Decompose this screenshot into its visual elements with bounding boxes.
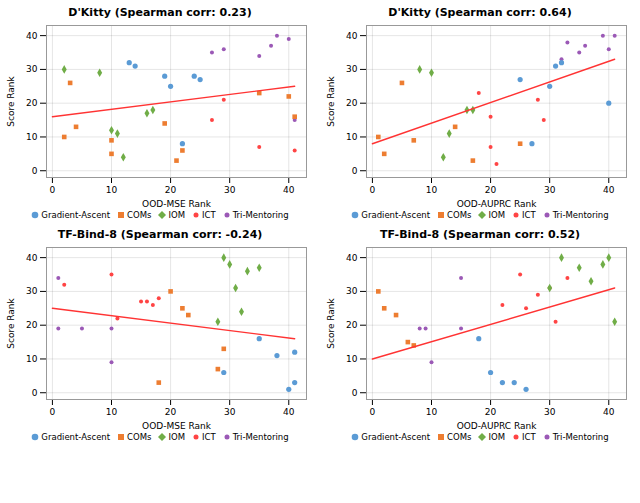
svg-text:10: 10 — [426, 407, 438, 417]
html-text:ICT: ICT — [202, 432, 216, 442]
html-text:ICT: ICT — [202, 210, 216, 220]
html-text:ICT: ICT — [522, 210, 536, 220]
svg-text:40: 40 — [283, 407, 295, 417]
svg-text:20: 20 — [485, 185, 497, 195]
html-text:Gradient-Ascent: Gradient-Ascent — [361, 210, 431, 220]
svg-text:Score Rank: Score Rank — [326, 297, 336, 348]
svg-text:30: 30 — [544, 407, 556, 417]
svg-text:10: 10 — [26, 354, 38, 364]
html-text:IOM: IOM — [488, 210, 505, 220]
svg-text:OOD-AUPRC Rank: OOD-AUPRC Rank — [457, 421, 538, 431]
svg-text:OOD-MSE Rank: OOD-MSE Rank — [142, 421, 212, 431]
svg-text:40: 40 — [26, 253, 38, 263]
svg-text:Score Rank: Score Rank — [6, 297, 16, 348]
svg-text:30: 30 — [346, 286, 358, 296]
html-text:ICT: ICT — [522, 432, 536, 442]
html-text:Tri-Mentoring: Tri-Mentoring — [552, 210, 609, 220]
svg-text:30: 30 — [26, 64, 38, 74]
html-text:Tri-Mentoring: Tri-Mentoring — [552, 432, 609, 442]
svg-text:40: 40 — [346, 253, 358, 263]
svg-text:40: 40 — [603, 185, 615, 195]
svg-text:40: 40 — [283, 185, 295, 195]
svg-text:20: 20 — [26, 320, 38, 330]
svg-text:20: 20 — [346, 320, 358, 330]
svg-text:0: 0 — [352, 388, 358, 398]
svg-text:0: 0 — [370, 185, 376, 195]
svg-text:30: 30 — [224, 407, 236, 417]
html-text:Gradient-Ascent: Gradient-Ascent — [41, 210, 111, 220]
svg-text:10: 10 — [346, 354, 358, 364]
svg-text:0: 0 — [352, 166, 358, 176]
svg-text:0: 0 — [50, 407, 56, 417]
html-text:IOM: IOM — [168, 210, 185, 220]
html-text:Tri-Mentoring: Tri-Mentoring — [232, 210, 289, 220]
svg-text:10: 10 — [106, 407, 118, 417]
svg-text:20: 20 — [165, 185, 177, 195]
html-text:D'Kitty (Spearman corr: 0.64): D'Kitty (Spearman corr: 0.64) — [388, 6, 572, 19]
svg-text:20: 20 — [346, 98, 358, 108]
svg-text:20: 20 — [165, 407, 177, 417]
html-text:COMs: COMs — [447, 210, 472, 220]
svg-text:20: 20 — [26, 98, 38, 108]
html-text:COMs: COMs — [447, 432, 472, 442]
svg-text:10: 10 — [346, 132, 358, 142]
html-text:IOM: IOM — [488, 432, 505, 442]
html-text:COMs: COMs — [127, 210, 152, 220]
svg-text:30: 30 — [224, 185, 236, 195]
svg-text:0: 0 — [32, 166, 38, 176]
html-text:Gradient-Ascent: Gradient-Ascent — [361, 432, 431, 442]
svg-text:40: 40 — [346, 31, 358, 41]
svg-text:OOD-AUPRC Rank: OOD-AUPRC Rank — [457, 199, 538, 209]
html-text:TF-Bind-8 (Spearman corr: 0.52: TF-Bind-8 (Spearman corr: 0.52) — [379, 228, 581, 241]
svg-text:10: 10 — [106, 185, 118, 195]
svg-text:20: 20 — [485, 407, 497, 417]
html-text:TF-Bind-8 (Spearman corr: -0.2: TF-Bind-8 (Spearman corr: -0.24) — [57, 228, 263, 241]
svg-text:30: 30 — [346, 64, 358, 74]
svg-text:Score Rank: Score Rank — [326, 75, 336, 126]
svg-text:Score Rank: Score Rank — [6, 75, 16, 126]
svg-text:40: 40 — [26, 31, 38, 41]
svg-text:0: 0 — [32, 388, 38, 398]
svg-text:10: 10 — [26, 132, 38, 142]
svg-text:0: 0 — [370, 407, 376, 417]
svg-text:40: 40 — [603, 407, 615, 417]
svg-text:OOD-MSE Rank: OOD-MSE Rank — [142, 199, 212, 209]
svg-text:0: 0 — [50, 185, 56, 195]
html-text:Tri-Mentoring: Tri-Mentoring — [232, 432, 289, 442]
html-text:Gradient-Ascent: Gradient-Ascent — [41, 432, 111, 442]
svg-text:30: 30 — [544, 185, 556, 195]
svg-text:30: 30 — [26, 286, 38, 296]
html-text:COMs: COMs — [127, 432, 152, 442]
html-text:IOM: IOM — [168, 432, 185, 442]
html-text:D'Kitty (Spearman corr: 0.23): D'Kitty (Spearman corr: 0.23) — [68, 6, 252, 19]
svg-text:10: 10 — [426, 185, 438, 195]
